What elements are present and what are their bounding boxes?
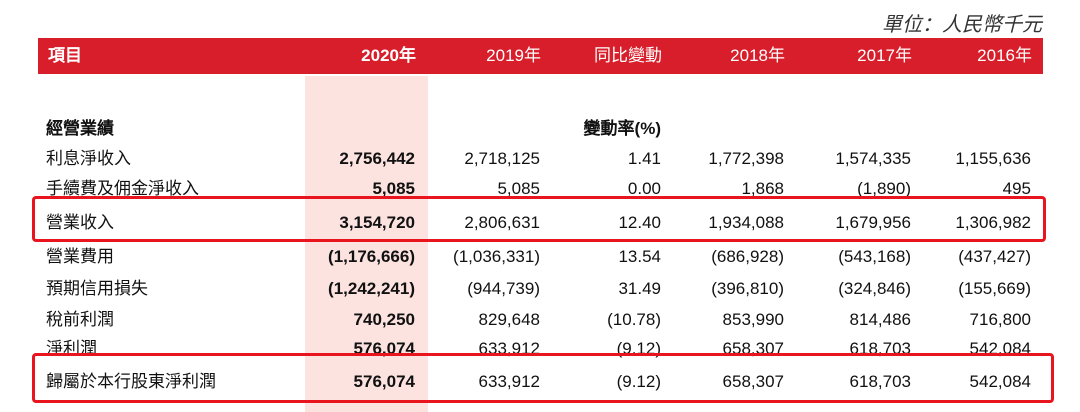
value-yoy: 0.00	[627, 179, 661, 198]
row-label: 手續費及佣金淨收入	[46, 179, 199, 198]
table-row: 歸屬於本行股東淨利潤 576,074 633,912 (9.12) 658,30…	[0, 367, 1080, 397]
value-2018: 1,772,398	[708, 149, 784, 168]
value-2019: (1,036,331)	[453, 247, 540, 266]
value-2016: 495	[1002, 179, 1031, 198]
value-2018: (396,810)	[711, 279, 784, 298]
row-label: 營業收入	[46, 213, 114, 232]
value-2020: 5,085	[372, 179, 415, 198]
value-2019: 5,085	[497, 179, 540, 198]
value-yoy: (9.12)	[616, 372, 661, 391]
header-2018: 2018年	[730, 46, 785, 65]
value-2019: 829,648	[478, 310, 540, 329]
value-2018: (686,928)	[711, 247, 784, 266]
value-yoy: 12.40	[618, 213, 661, 232]
table-row: 淨利潤 576,074 633,912 (9.12) 658,307 618,7…	[0, 334, 1080, 364]
value-yoy: 1.41	[627, 149, 661, 168]
value-2020: 2,756,442	[339, 149, 415, 168]
value-2018: 1,934,088	[708, 213, 784, 232]
section-row: 經營業績 變動率(%)	[0, 114, 1080, 144]
value-2016: 716,800	[969, 310, 1031, 329]
table-row: 預期信用損失 (1,242,241) (944,739) 31.49 (396,…	[0, 274, 1080, 304]
table-header: 項目 2020年 2019年 同比變動 2018年 2017年 2016年	[38, 38, 1043, 74]
header-item: 項目	[48, 46, 82, 65]
value-2016: 542,084	[969, 372, 1031, 391]
value-2016: 542,084	[969, 339, 1031, 358]
value-2020: 740,250	[353, 310, 415, 329]
header-2020: 2020年	[361, 46, 416, 65]
value-2020: 576,074	[353, 339, 415, 358]
value-2016: 1,306,982	[955, 213, 1031, 232]
value-2017: 618,703	[849, 372, 911, 391]
row-label: 預期信用損失	[46, 279, 148, 298]
value-2016: 1,155,636	[955, 149, 1031, 168]
value-2019: 2,806,631	[464, 213, 540, 232]
value-2020: (1,176,666)	[328, 247, 415, 266]
header-2019: 2019年	[486, 46, 541, 65]
header-yoy: 同比變動	[594, 46, 662, 65]
value-2017: 618,703	[849, 339, 911, 358]
header-2017: 2017年	[857, 46, 912, 65]
value-2019: (944,739)	[467, 279, 540, 298]
table-row: 手續費及佣金淨收入 5,085 5,085 0.00 1,868 (1,890)…	[0, 174, 1080, 204]
row-label: 歸屬於本行股東淨利潤	[46, 372, 216, 391]
row-label: 營業費用	[46, 247, 114, 266]
value-2018: 853,990	[722, 310, 784, 329]
table-row: 利息淨收入 2,756,442 2,718,125 1.41 1,772,398…	[0, 144, 1080, 174]
unit-label: 單位：人民幣千元	[882, 12, 1042, 36]
row-label: 利息淨收入	[46, 149, 131, 168]
value-yoy: 31.49	[618, 279, 661, 298]
value-2017: 814,486	[849, 310, 911, 329]
table-row: 營業收入 3,154,720 2,806,631 12.40 1,934,088…	[0, 208, 1080, 238]
yoy-rate-label: 變動率(%)	[583, 119, 661, 138]
value-2017: (543,168)	[838, 247, 911, 266]
table-row: 稅前利潤 740,250 829,648 (10.78) 853,990 814…	[0, 305, 1080, 335]
value-2018: 658,307	[722, 372, 784, 391]
table-row: 營業費用 (1,176,666) (1,036,331) 13.54 (686,…	[0, 242, 1080, 272]
value-2017: (1,890)	[857, 179, 911, 198]
section-title: 經營業績	[46, 119, 114, 138]
value-2016: (155,669)	[958, 279, 1031, 298]
value-2018: 658,307	[722, 339, 784, 358]
value-2018: 1,868	[741, 179, 784, 198]
value-yoy: 13.54	[618, 247, 661, 266]
value-2020: 576,074	[353, 372, 415, 391]
row-label: 淨利潤	[46, 339, 97, 358]
header-2016: 2016年	[977, 46, 1032, 65]
value-2019: 633,912	[478, 372, 540, 391]
value-yoy: (9.12)	[616, 339, 661, 358]
value-2019: 633,912	[478, 339, 540, 358]
value-2017: 1,679,956	[835, 213, 911, 232]
value-2020: (1,242,241)	[328, 279, 415, 298]
value-2020: 3,154,720	[339, 213, 415, 232]
value-2017: 1,574,335	[835, 149, 911, 168]
value-2019: 2,718,125	[464, 149, 540, 168]
highlight-column-2020	[305, 76, 428, 412]
row-label: 稅前利潤	[46, 310, 114, 329]
value-2016: (437,427)	[958, 247, 1031, 266]
value-2017: (324,846)	[838, 279, 911, 298]
value-yoy: (10.78)	[607, 310, 661, 329]
